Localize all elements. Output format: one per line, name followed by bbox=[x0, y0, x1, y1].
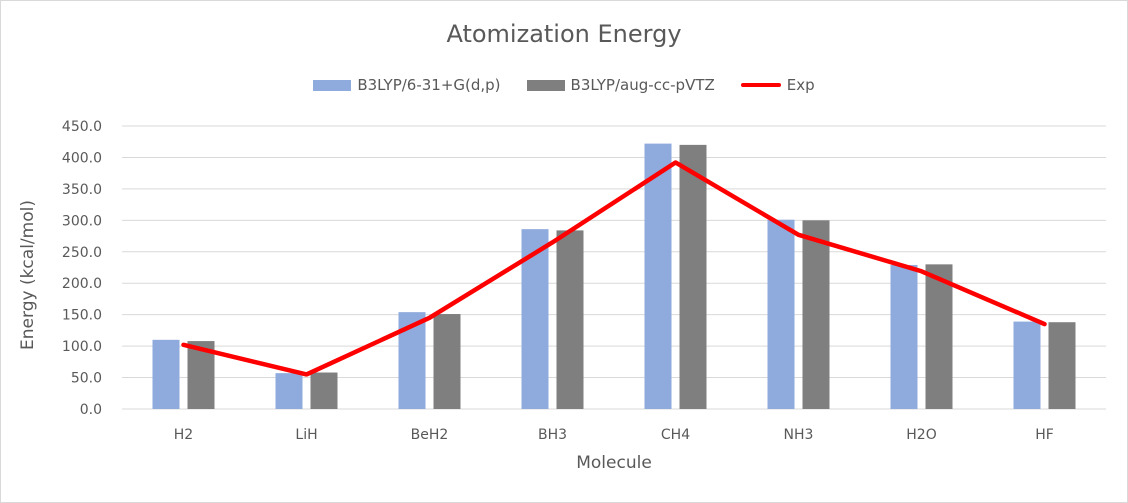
x-tick-label: H2 bbox=[174, 427, 193, 443]
legend-swatch-series-3 bbox=[740, 83, 781, 87]
bar-series-1 bbox=[644, 143, 672, 409]
y-tick-label: 250.0 bbox=[62, 245, 102, 261]
legend-label-series-2: B3LYP/aug-cc-pVTZ bbox=[570, 76, 715, 94]
y-tick-label: 150.0 bbox=[62, 308, 102, 324]
legend-swatch-series-1 bbox=[313, 79, 352, 91]
legend: B3LYP/6-31+G(d,p) B3LYP/aug-cc-pVTZ Exp bbox=[0, 76, 1128, 94]
y-tick-label: 400.0 bbox=[62, 150, 102, 166]
bar-series-2 bbox=[310, 372, 338, 409]
x-tick-label: BH3 bbox=[538, 427, 567, 443]
bar-series-2 bbox=[556, 230, 584, 409]
legend-swatch-series-2 bbox=[526, 79, 565, 91]
bar-series-2 bbox=[679, 144, 707, 409]
y-tick-label: 0.0 bbox=[80, 402, 102, 418]
bar-series-2 bbox=[1048, 322, 1076, 409]
y-tick-label: 350.0 bbox=[62, 182, 102, 198]
line-series-exp bbox=[181, 160, 1047, 377]
legend-item-series-3: Exp bbox=[740, 76, 815, 94]
x-tick-label: H2O bbox=[906, 427, 936, 443]
y-tick-label: 50.0 bbox=[71, 371, 102, 387]
bar-series-1 bbox=[152, 339, 180, 409]
x-axis-label: Molecule bbox=[576, 453, 652, 473]
legend-item-series-2: B3LYP/aug-cc-pVTZ bbox=[526, 76, 715, 94]
y-tick-label: 100.0 bbox=[62, 339, 102, 355]
x-tick-label: LiH bbox=[295, 427, 317, 443]
bar-series-1 bbox=[890, 264, 918, 409]
bar-series-1 bbox=[767, 219, 795, 409]
legend-item-series-1: B3LYP/6-31+G(d,p) bbox=[313, 76, 501, 94]
x-tick-label: HF bbox=[1035, 427, 1054, 443]
chart-title: Atomization Energy bbox=[446, 20, 682, 48]
bar-series-2 bbox=[433, 314, 461, 409]
y-tick-label: 450.0 bbox=[62, 119, 102, 135]
legend-label-series-1: B3LYP/6-31+G(d,p) bbox=[357, 76, 501, 94]
legend-label-series-3: Exp bbox=[786, 76, 815, 94]
x-tick-label: CH4 bbox=[661, 427, 690, 443]
bar-series-1 bbox=[521, 229, 549, 409]
y-tick-label: 300.0 bbox=[62, 213, 102, 229]
bar-series-1 bbox=[275, 373, 303, 409]
ticks-layer: 0.0 50.0 100.0 150.0 200.0 250.0 300.0 350.0 400… bbox=[62, 119, 1054, 443]
x-tick-label: BeH2 bbox=[411, 427, 449, 443]
line-layer bbox=[181, 160, 1047, 377]
bar-series-2 bbox=[802, 220, 830, 409]
y-tick-label: 200.0 bbox=[62, 276, 102, 292]
bar-series-2 bbox=[925, 264, 953, 409]
y-axis-label: Energy (kcal/mol) bbox=[18, 200, 38, 350]
x-tick-label: NH3 bbox=[784, 427, 814, 443]
bar-series-1 bbox=[1013, 321, 1041, 409]
